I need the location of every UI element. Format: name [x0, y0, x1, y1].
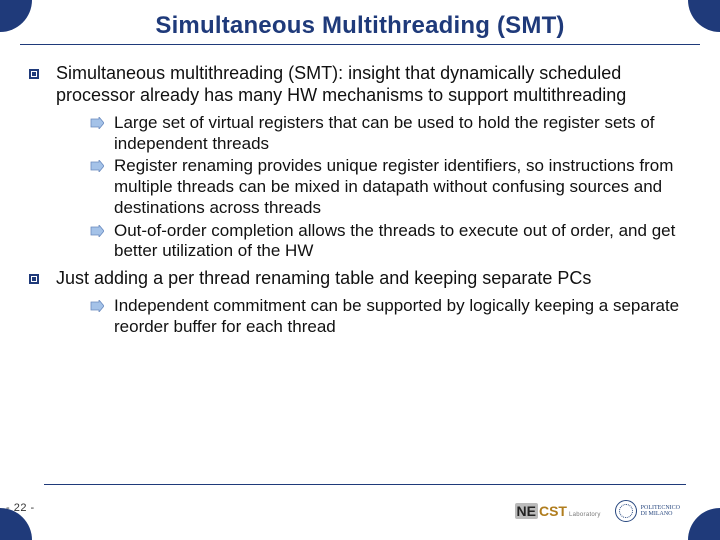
necst-logo-sub: Laboratory [569, 512, 601, 518]
footer-logos: NECST Laboratory Politecnico di Milano [515, 500, 680, 522]
footer-divider [44, 484, 686, 485]
slide-footer: - 22 - NECST Laboratory Politecnico di M… [0, 484, 720, 518]
necst-logo-right: CST [539, 503, 567, 519]
bullet-text: Large set of virtual registers that can … [114, 113, 692, 154]
necst-logo-left: NE [515, 503, 538, 519]
bullet-level1: Simultaneous multithreading (SMT): insig… [28, 63, 692, 107]
bullet-text: Simultaneous multithreading (SMT): insig… [56, 63, 692, 107]
bullet-text: Out-of-order completion allows the threa… [114, 221, 692, 262]
arrow-bullet-icon [90, 156, 114, 218]
bullet-text: Register renaming provides unique regist… [114, 156, 692, 218]
polimi-logo: Politecnico di Milano [615, 500, 680, 522]
sub-bullet-group: Large set of virtual registers that can … [28, 113, 692, 262]
slide: Simultaneous Multithreading (SMT) Simult… [0, 0, 720, 540]
page-number: - 22 - [6, 502, 35, 514]
bullet-text: Independent commitment can be supported … [114, 296, 692, 337]
bullet-level2: Large set of virtual registers that can … [90, 113, 692, 154]
slide-content: Simultaneous multithreading (SMT): insig… [14, 63, 706, 337]
polimi-seal-icon [615, 500, 637, 522]
slide-title: Simultaneous Multithreading (SMT) [14, 12, 706, 40]
bullet-level1: Just adding a per thread renaming table … [28, 268, 692, 290]
bullet-level2: Register renaming provides unique regist… [90, 156, 692, 218]
arrow-bullet-icon [90, 113, 114, 154]
polimi-logo-text: Politecnico di Milano [641, 505, 680, 518]
title-divider [20, 44, 700, 45]
necst-logo: NECST Laboratory [515, 503, 601, 519]
bullet-text: Just adding a per thread renaming table … [56, 268, 692, 290]
sub-bullet-group: Independent commitment can be supported … [28, 296, 692, 337]
polimi-line2: di Milano [641, 511, 680, 517]
square-bullet-icon [28, 268, 56, 290]
arrow-bullet-icon [90, 296, 114, 337]
square-bullet-icon [28, 63, 56, 107]
arrow-bullet-icon [90, 221, 114, 262]
bullet-level2: Independent commitment can be supported … [90, 296, 692, 337]
bullet-level2: Out-of-order completion allows the threa… [90, 221, 692, 262]
